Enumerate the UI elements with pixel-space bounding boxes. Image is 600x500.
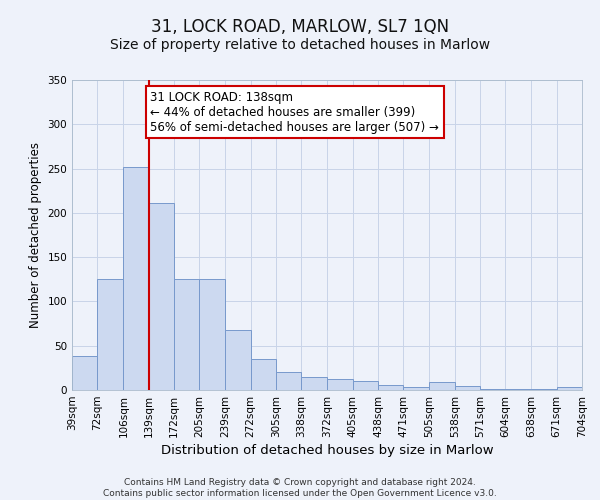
Text: 31 LOCK ROAD: 138sqm
← 44% of detached houses are smaller (399)
56% of semi-deta: 31 LOCK ROAD: 138sqm ← 44% of detached h…: [150, 90, 439, 134]
Bar: [403, 388, 428, 390]
Bar: [276, 372, 301, 390]
Bar: [149, 203, 174, 390]
Text: Contains HM Land Registry data © Crown copyright and database right 2024.
Contai: Contains HM Land Registry data © Crown c…: [103, 478, 497, 498]
Bar: [532, 389, 557, 390]
Bar: [430, 382, 455, 390]
Text: Size of property relative to detached houses in Marlow: Size of property relative to detached ho…: [110, 38, 490, 52]
Bar: [124, 167, 149, 390]
Bar: [72, 356, 97, 390]
Bar: [226, 330, 251, 390]
Bar: [199, 280, 224, 390]
X-axis label: Distribution of detached houses by size in Marlow: Distribution of detached houses by size …: [161, 444, 493, 457]
Bar: [480, 389, 505, 390]
Bar: [505, 389, 530, 390]
Y-axis label: Number of detached properties: Number of detached properties: [29, 142, 42, 328]
Bar: [378, 384, 403, 390]
Bar: [251, 359, 276, 390]
Bar: [557, 388, 582, 390]
Text: 31, LOCK ROAD, MARLOW, SL7 1QN: 31, LOCK ROAD, MARLOW, SL7 1QN: [151, 18, 449, 36]
Bar: [97, 280, 122, 390]
Bar: [353, 381, 378, 390]
Bar: [301, 376, 326, 390]
Bar: [328, 380, 353, 390]
Bar: [174, 280, 199, 390]
Bar: [455, 386, 480, 390]
